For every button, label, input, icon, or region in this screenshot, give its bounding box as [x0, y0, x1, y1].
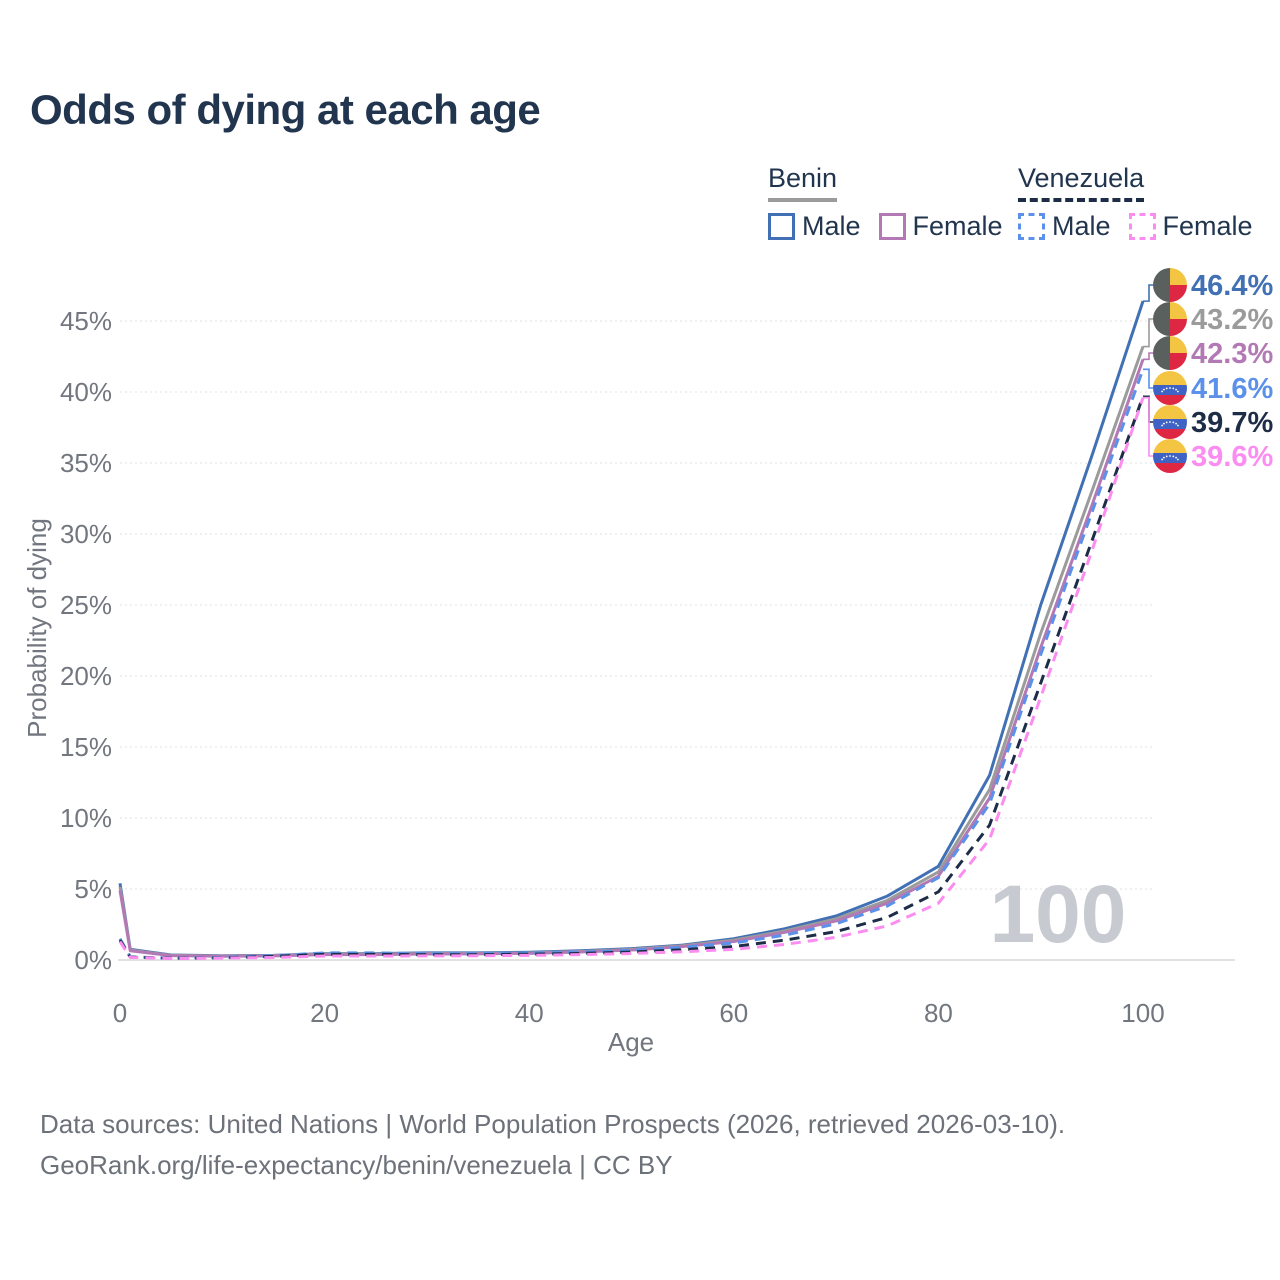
legend-items-venezuela: Male Female	[1018, 211, 1253, 242]
end-label-connector	[1143, 284, 1153, 302]
end-label-connector	[1143, 396, 1153, 457]
x-tick-label: 100	[1121, 998, 1164, 1028]
series-line-benin	[118, 346, 1145, 958]
x-tick-label: 0	[113, 998, 127, 1028]
end-label-connector	[1143, 352, 1153, 361]
end-label-connector	[1143, 318, 1153, 348]
end-label-connector	[1143, 368, 1153, 389]
legend-country-benin[interactable]: Benin	[768, 163, 838, 202]
legend-group-benin: Benin Male Female	[768, 163, 1003, 242]
venezuela-flag-icon	[1153, 439, 1187, 473]
legend-label-venezuela-female: Female	[1162, 211, 1253, 241]
venezuela-flag-icon	[1153, 405, 1187, 439]
page-title: Odds of dying at each age	[30, 86, 541, 133]
legend-item-venezuela-male[interactable]: Male	[1018, 211, 1111, 242]
footer-data-sources: Data sources: United Nations | World Pop…	[40, 1109, 1066, 1139]
venezuela-male-swatch	[1018, 213, 1045, 240]
y-tick-label: 0%	[74, 945, 112, 975]
benin-flag-icon	[1153, 268, 1187, 302]
y-axis-title: Probability of dying	[22, 518, 52, 738]
benin-female-swatch	[878, 213, 906, 240]
benin-flag-icon	[1153, 302, 1187, 336]
y-tick-label: 30%	[60, 519, 112, 549]
legend-label-benin-female: Female	[912, 211, 1003, 241]
x-axis-title: Age	[608, 1027, 654, 1057]
end-value-label: 39.6%	[1191, 441, 1273, 473]
x-tick-label: 60	[719, 998, 748, 1028]
y-tick-label: 10%	[60, 803, 112, 833]
series-line-benin-male	[118, 300, 1145, 958]
legend-label-venezuela-male: Male	[1052, 211, 1111, 241]
y-tick-label: 40%	[60, 377, 112, 407]
x-tick-label: 40	[515, 998, 544, 1028]
legend-items-benin: Male Female	[768, 211, 1003, 242]
legend-item-benin-male[interactable]: Male	[768, 211, 861, 242]
series-line-venezuela-female	[118, 397, 1145, 960]
end-value-label: 42.3%	[1191, 338, 1273, 370]
y-tick-label: 15%	[60, 732, 112, 762]
end-value-label: 46.4%	[1191, 270, 1273, 302]
legend-label-benin-male: Male	[802, 211, 861, 241]
legend-item-venezuela-female[interactable]: Female	[1128, 211, 1253, 242]
y-tick-label: 5%	[74, 874, 112, 904]
x-tick-label: 80	[924, 998, 953, 1028]
end-value-label: 39.7%	[1191, 407, 1273, 439]
footer: Data sources: United Nations | World Pop…	[40, 1104, 1065, 1186]
footer-attribution: GeoRank.org/life-expectancy/benin/venezu…	[40, 1150, 673, 1180]
x-tick-label: 20	[310, 998, 339, 1028]
end-label-connector	[1143, 395, 1153, 423]
legend-item-benin-female[interactable]: Female	[878, 211, 1003, 242]
end-value-label: 43.2%	[1191, 304, 1273, 336]
end-value-label: 41.6%	[1191, 373, 1273, 405]
legend-group-venezuela: Venezuela Male Female	[1018, 163, 1253, 242]
y-tick-label: 20%	[60, 661, 112, 691]
benin-flag-icon	[1153, 336, 1187, 370]
venezuela-female-swatch	[1128, 213, 1156, 240]
age-watermark: 100	[990, 869, 1127, 960]
benin-male-swatch	[768, 213, 795, 240]
y-tick-label: 35%	[60, 448, 112, 478]
y-tick-label: 45%	[60, 306, 112, 336]
y-tick-label: 25%	[60, 590, 112, 620]
legend-country-venezuela[interactable]: Venezuela	[1018, 163, 1145, 202]
venezuela-flag-icon	[1153, 371, 1187, 405]
series-line-benin-female	[118, 358, 1145, 958]
